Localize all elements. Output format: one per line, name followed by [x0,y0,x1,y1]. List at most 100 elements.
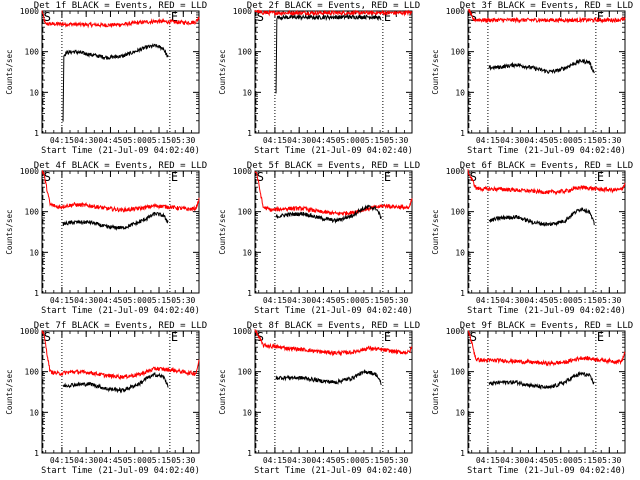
y-tick-label: 10 [29,88,39,97]
plot-frame [467,330,626,454]
x-tick-label: 05:30 [171,136,195,145]
panel-title: Det 9f BLACK = Events, RED = LLD [460,321,633,331]
panel-det-6f: Det 6f BLACK = Events, RED = LLD 1 10 100 10… [431,161,633,316]
start-marker-label: S [470,330,477,344]
panel-title: Det 6f BLACK = Events, RED = LLD [460,161,633,171]
x-tick-label: 04:30 [74,136,98,145]
lld-series-line [254,171,413,217]
y-tick-label: 1000 [20,7,39,16]
y-tick-label: 1 [247,129,252,138]
x-tick-label: 04:15 [476,296,500,305]
y-tick-label: 1000 [233,167,252,176]
y-axis-label: Counts/sec [218,49,227,94]
x-tick-label: 05:30 [384,296,408,305]
y-tick-label: 10 [455,88,465,97]
y-tick-label: 1000 [446,7,465,16]
end-marker-label: E [384,10,391,24]
x-tick-label: 04:30 [287,296,311,305]
y-tick-label: 100 [25,208,40,217]
events-series-line [62,211,169,232]
x-tick-label: 05:30 [597,456,621,465]
y-tick-label: 1000 [233,7,252,16]
lld-series-line [41,330,200,381]
x-tick-label: 04:30 [287,456,311,465]
x-tick-label: 04:15 [50,296,74,305]
y-tick-label: 10 [242,88,252,97]
x-tick-label: 04:30 [500,136,524,145]
x-tick-label: 05:15 [147,136,171,145]
lld-series-line [254,9,413,17]
y-tick-label: 1 [460,289,465,298]
start-marker-label: S [257,170,264,184]
y-tick-label: 10 [242,248,252,257]
x-tick-label: 05:30 [171,456,195,465]
x-tick-label: 04:45 [98,296,122,305]
y-tick-label: 10 [29,248,39,257]
x-tick-label: 04:30 [74,296,98,305]
x-tick-label: 04:30 [500,296,524,305]
y-tick-label: 1 [460,129,465,138]
x-tick-label: 04:30 [287,136,311,145]
end-marker-label: E [384,330,391,344]
x-tick-label: 05:30 [384,136,408,145]
x-tick-label: 04:15 [476,456,500,465]
lld-series-line [467,330,626,367]
end-marker-label: E [597,170,604,184]
y-tick-label: 100 [238,208,253,217]
x-tick-label: 05:00 [123,296,147,305]
y-tick-label: 100 [238,48,253,57]
y-tick-label: 1000 [446,327,465,336]
x-tick-label: 04:45 [524,136,548,145]
events-series-line [275,369,382,386]
x-tick-label: 05:15 [573,296,597,305]
plot-frame [254,330,413,454]
plot-frame [41,330,200,454]
x-tick-label: 05:15 [360,456,384,465]
x-tick-label: 04:45 [311,456,335,465]
x-tick-label: 05:30 [597,136,621,145]
x-axis-label: Start Time (21-Jul-09 04:02:40) [41,306,200,316]
panel-title: Det 8f BLACK = Events, RED = LLD [247,321,420,331]
y-tick-label: 10 [242,408,252,417]
y-axis-label: Counts/sec [218,209,227,254]
panel-det-5f: Det 5f BLACK = Events, RED = LLD 1 10 100 10… [218,161,420,316]
y-tick-label: 100 [238,368,253,377]
plot-frame [254,170,413,294]
y-tick-label: 1 [34,449,39,458]
x-tick-label: 05:15 [360,296,384,305]
y-tick-label: 100 [451,48,466,57]
x-tick-label: 05:15 [573,456,597,465]
x-axis-label: Start Time (21-Jul-09 04:02:40) [254,146,413,156]
events-series-line [488,207,595,227]
start-marker-label: S [257,10,264,24]
start-marker-label: S [470,10,477,24]
start-marker-label: S [44,330,51,344]
panel-det-4f: Det 4f BLACK = Events, RED = LLD 1 10 100 10… [5,161,207,316]
x-axis-label: Start Time (21-Jul-09 04:02:40) [41,466,200,476]
panel-det-1f: Det 1f BLACK = Events, RED = LLD 1 10 100 10… [5,1,207,156]
lld-series-line [41,169,200,213]
x-tick-label: 04:30 [500,456,524,465]
x-tick-label: 05:30 [384,456,408,465]
panel-det-2f: Det 2f BLACK = Events, RED = LLD 1 10 100 10… [218,1,420,156]
x-tick-label: 05:00 [336,456,360,465]
y-tick-label: 1 [460,449,465,458]
panel-title: Det 3f BLACK = Events, RED = LLD [460,1,633,11]
x-tick-label: 05:00 [123,136,147,145]
y-axis-label: Counts/sec [218,369,227,414]
x-tick-label: 05:15 [147,456,171,465]
events-series-line [488,371,595,391]
y-tick-label: 1 [34,129,39,138]
end-marker-label: E [597,10,604,24]
plot-frame [41,170,200,294]
lld-series-line [467,169,626,196]
x-tick-label: 04:15 [50,136,74,145]
x-tick-label: 04:15 [476,136,500,145]
y-axis-label: Counts/sec [5,49,14,94]
y-tick-label: 100 [451,368,466,377]
y-axis-label: Counts/sec [431,49,440,94]
y-tick-label: 100 [25,368,40,377]
events-series-line [488,58,595,75]
y-tick-label: 100 [25,48,40,57]
x-axis-label: Start Time (21-Jul-09 04:02:40) [254,466,413,476]
